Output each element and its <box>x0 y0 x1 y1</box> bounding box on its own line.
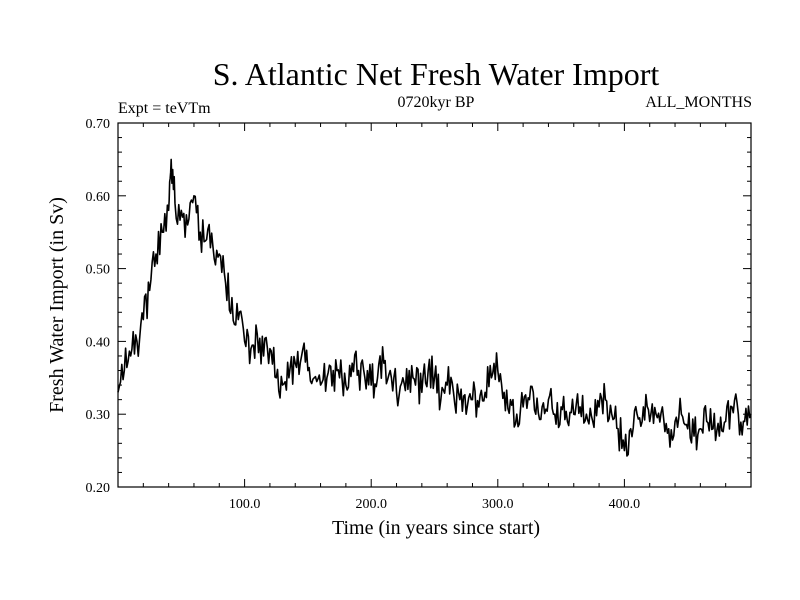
y-tick-label: 0.50 <box>86 263 111 278</box>
chart-title: S. Atlantic Net Fresh Water Import <box>213 56 660 92</box>
y-tick-label: 0.40 <box>86 335 111 350</box>
y-tick-label: 0.20 <box>86 481 111 496</box>
plot-frame <box>117 122 752 488</box>
y-axis-label: Fresh Water Import (in Sv) <box>46 197 68 413</box>
period-label: 0720kyr BP <box>398 94 475 111</box>
x-tick-label: 100.0 <box>229 497 261 512</box>
y-tick-label: 0.60 <box>86 190 111 205</box>
fresh-water-series-line <box>117 158 752 457</box>
x-tick-label: 300.0 <box>482 497 514 512</box>
x-tick-label: 400.0 <box>609 497 641 512</box>
x-axis-label: Time (in years since start) <box>332 517 540 539</box>
y-axis-ticks: 0.20 0.30 0.40 0.50 0.60 0.70 <box>86 117 751 496</box>
experiment-label: Expt = teVTm <box>118 100 211 117</box>
months-label: ALL_MONTHS <box>645 94 752 111</box>
x-tick-label: 200.0 <box>355 497 387 512</box>
x-axis-ticks: 100.0 200.0 300.0 400.0 <box>142 123 727 512</box>
y-tick-label: 0.70 <box>86 117 111 132</box>
y-tick-label: 0.30 <box>86 408 111 423</box>
